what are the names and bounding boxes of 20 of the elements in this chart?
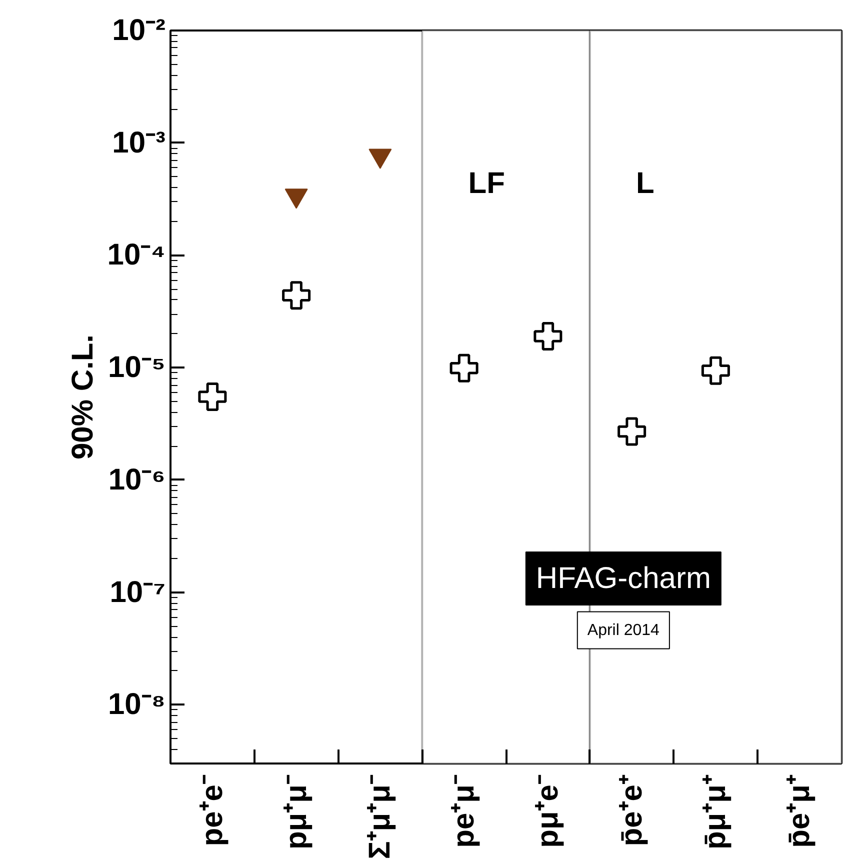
y-tick-label: 10⁻⁷ bbox=[110, 576, 166, 609]
band-label: L bbox=[636, 167, 654, 200]
x-tick-label: pμ⁺μ⁻ bbox=[280, 774, 313, 850]
x-tick-label: pe⁺e⁻ bbox=[196, 774, 229, 846]
y-tick-label: 10⁻⁸ bbox=[108, 688, 166, 722]
y-tick-label: 10⁻⁵ bbox=[108, 351, 166, 384]
x-tick-label: Σ⁺μ⁺μ⁻ bbox=[364, 774, 397, 860]
annotation: April 2014 bbox=[587, 622, 660, 639]
y-axis-title: 90% C.L. bbox=[66, 334, 100, 460]
y-tick-label: 10⁻² bbox=[112, 14, 166, 47]
y-tick-label: 10⁻⁶ bbox=[108, 463, 166, 496]
x-tick-label: p̄e⁺e⁺ bbox=[615, 774, 648, 846]
y-tick-label: 10⁻⁴ bbox=[107, 238, 166, 272]
y-tick-label: 10⁻³ bbox=[112, 126, 166, 160]
x-tick-label: pμ⁺e⁻ bbox=[531, 774, 564, 848]
annotation: HFAG-charm bbox=[536, 562, 711, 595]
x-tick-label: pe⁺μ⁻ bbox=[448, 774, 481, 848]
x-tick-label: p̄e⁺μ⁺ bbox=[783, 774, 816, 848]
band-label: LF bbox=[468, 167, 505, 200]
x-tick-label: p̄μ⁺μ⁺ bbox=[699, 774, 732, 850]
